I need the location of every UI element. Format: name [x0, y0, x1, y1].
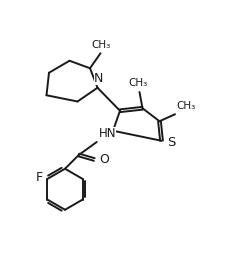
Text: CH₃: CH₃ [129, 77, 148, 87]
Text: F: F [36, 171, 43, 184]
Text: CH₃: CH₃ [176, 100, 196, 110]
Text: CH₃: CH₃ [92, 40, 111, 50]
Text: O: O [99, 153, 109, 166]
Text: S: S [167, 136, 175, 148]
Text: HN: HN [98, 127, 116, 140]
Text: N: N [94, 72, 104, 85]
